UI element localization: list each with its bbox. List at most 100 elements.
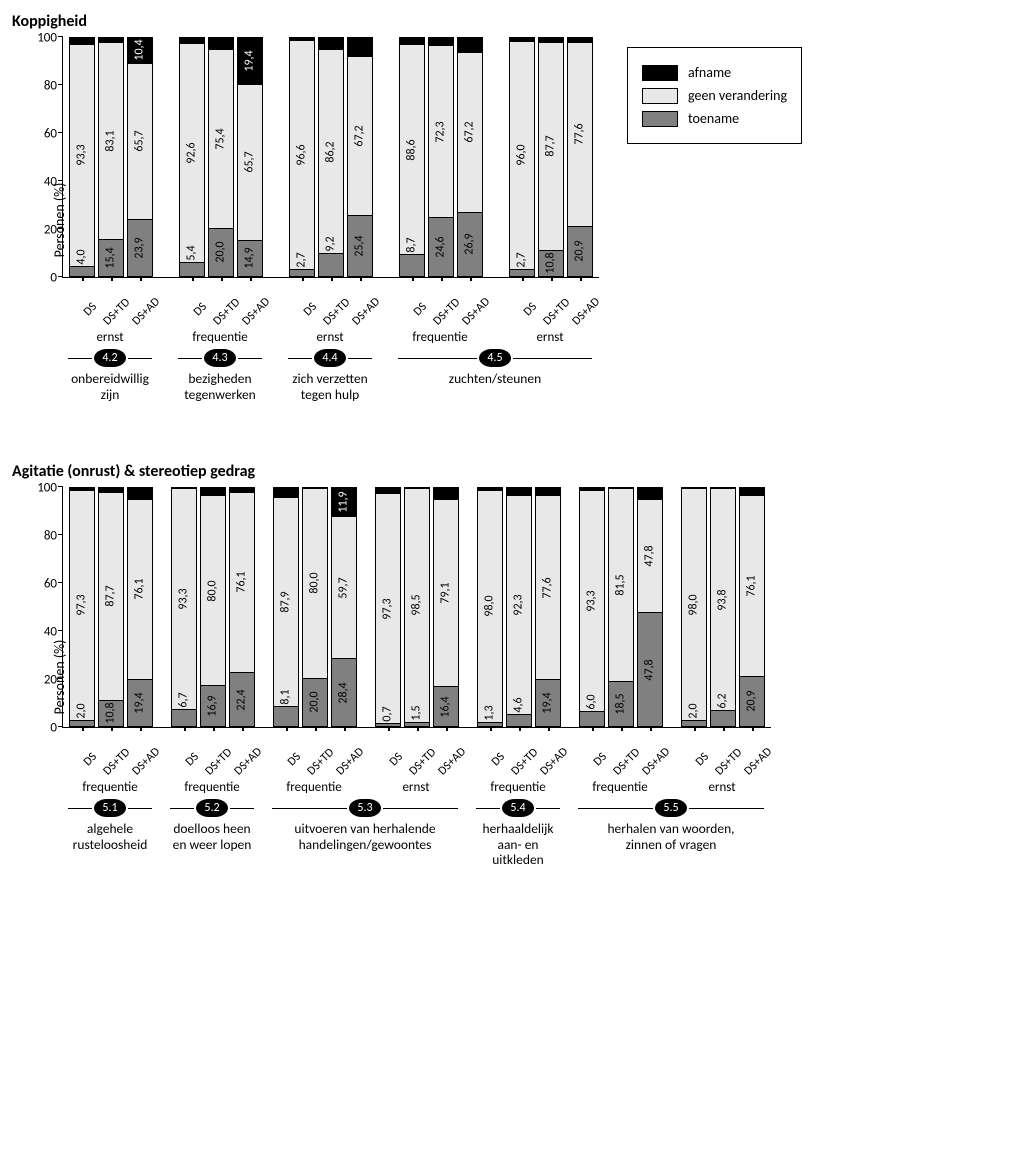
stacked-bar: 1,583,115,4: [98, 37, 124, 277]
bar-segment: 93,3: [172, 488, 196, 709]
bar-segment: 93,8: [711, 488, 735, 710]
stacked-bar: 0,080,020,0: [302, 487, 328, 727]
x-label: DS+TD: [305, 750, 333, 778]
bar-segment: 4,5: [434, 488, 458, 499]
group-sublabel: ernst: [288, 330, 372, 345]
group-sublabel: ernst: [508, 330, 592, 345]
segment-value: 4,6: [513, 698, 525, 713]
bar-segment: 97,3: [70, 490, 94, 721]
x-label: DS+AD: [742, 750, 770, 778]
bar-segment: 98,5: [405, 488, 429, 721]
y-tick: 40: [29, 625, 57, 640]
segment-value: 2,7: [516, 252, 528, 267]
segment-value: 65,7: [134, 130, 146, 151]
bar-segment: 2,0: [682, 720, 706, 726]
segment-value: 67,2: [354, 125, 366, 146]
segment-value: 93,3: [76, 145, 88, 166]
legend: afnamegeen veranderingtoename: [627, 47, 802, 144]
segment-value: 87,7: [545, 135, 557, 156]
segment-value: 19,4: [542, 693, 554, 714]
bar-segment: 86,2: [319, 49, 343, 253]
bar-segment: 76,1: [128, 499, 152, 680]
bar-segment: 0,7: [376, 723, 400, 726]
legend-swatch: [642, 111, 678, 127]
legend-swatch: [642, 88, 678, 104]
x-label: DS+TD: [321, 300, 349, 328]
bar-segment: 47,8: [638, 612, 662, 726]
bar-segment: 20,9: [740, 676, 764, 726]
bar-segment: 75,4: [209, 49, 233, 228]
stacked-bar: 0,098,51,5: [404, 487, 430, 727]
bar-segment: 87,9: [274, 497, 298, 705]
x-label: DS+TD: [611, 750, 639, 778]
y-tick: 0: [29, 721, 57, 736]
bar-segment: 81,5: [609, 488, 633, 681]
bar-segment: 18,5: [609, 681, 633, 726]
stacked-bar: 11,9 59,7 28,4: [331, 487, 357, 727]
bar-segment: 22,4: [230, 672, 254, 726]
segment-value: 28,4: [338, 682, 350, 703]
bar-segment: 26,9: [458, 212, 482, 276]
bar-segment: 24,6: [429, 217, 453, 276]
segment-value: 81,5: [615, 575, 627, 596]
item-description: bezighedentegenwerken: [178, 371, 262, 402]
x-label: DS: [512, 300, 540, 328]
segment-value: 86,2: [325, 141, 337, 162]
segment-value: 6,2: [717, 694, 729, 709]
segment-value: 20,9: [746, 691, 758, 712]
segment-value: 2,0: [688, 704, 700, 719]
bar-segment: 80,0: [201, 495, 225, 685]
segment-value: 11,9: [338, 491, 350, 512]
y-tick: 80: [29, 529, 57, 544]
bar-segment: 97,3: [376, 493, 400, 724]
segment-value: 2,7: [296, 252, 308, 267]
bar-segment: 2,0: [70, 720, 94, 726]
stacked-bar: 4,547,847,8: [637, 487, 663, 727]
segment-value: 75,4: [215, 128, 227, 149]
bar-segment: 1,5: [405, 722, 429, 727]
segment-value: 93,3: [178, 589, 190, 610]
y-tick: 20: [29, 223, 57, 238]
x-label: DS: [480, 750, 508, 778]
stacked-bar: 1,396,02,7: [509, 37, 535, 277]
item-description: onbereidwilligzijn: [68, 371, 152, 402]
segment-value: 6,0: [586, 694, 598, 709]
bar-segment: 7,5: [348, 38, 372, 56]
bar-segment: 4,0: [274, 488, 298, 497]
bar-segment: 23,9: [128, 219, 152, 276]
bar-segment: 83,1: [99, 42, 123, 239]
stacked-bar: 1,576,122,4: [229, 487, 255, 727]
item-badge: 4.2: [94, 349, 125, 367]
stacked-bar: 2,788,68,7: [399, 37, 425, 277]
segment-value: 98,0: [688, 594, 700, 615]
stacked-bar: 0,798,01,3: [477, 487, 503, 727]
stacked-bar: 3,192,34,6: [506, 487, 532, 727]
bar-segment: 6,0: [580, 711, 604, 726]
item-description: herhalen van woorden,zinnen of vragen: [578, 821, 764, 868]
segment-value: 83,1: [105, 130, 117, 151]
bar-segment: 59,7: [332, 516, 356, 658]
stacked-bar: 2,092,65,4: [179, 37, 205, 277]
legend-swatch: [642, 65, 678, 81]
segment-value: 47,8: [644, 659, 656, 680]
bar-segment: 4,5: [638, 488, 662, 499]
bar-segment: 80,0: [303, 488, 327, 678]
stacked-bar: 1,587,710,8: [98, 487, 124, 727]
bar-segment: 10,8: [539, 250, 563, 276]
bar-segment: 77,6: [536, 495, 560, 679]
segment-value: 23,9: [134, 237, 146, 258]
bar-segment: 2,7: [290, 269, 314, 276]
segment-value: 20,9: [574, 241, 586, 262]
segment-value: 79,1: [440, 582, 452, 603]
stacked-bar: 0,793,36,0: [579, 487, 605, 727]
segment-value: 9,2: [325, 237, 337, 252]
x-label: DS+AD: [350, 300, 378, 328]
bar-segment: 8,7: [400, 254, 424, 276]
item-description: algehelerusteloosheid: [68, 821, 152, 868]
stacked-bar: 0,081,518,5: [608, 487, 634, 727]
bar-segment: 88,6: [400, 44, 424, 254]
segment-value: 19,4: [134, 693, 146, 714]
bar-segment: 2,7: [510, 269, 534, 276]
x-label: DS+TD: [431, 300, 459, 328]
bar-segment: 20,0: [209, 228, 233, 276]
